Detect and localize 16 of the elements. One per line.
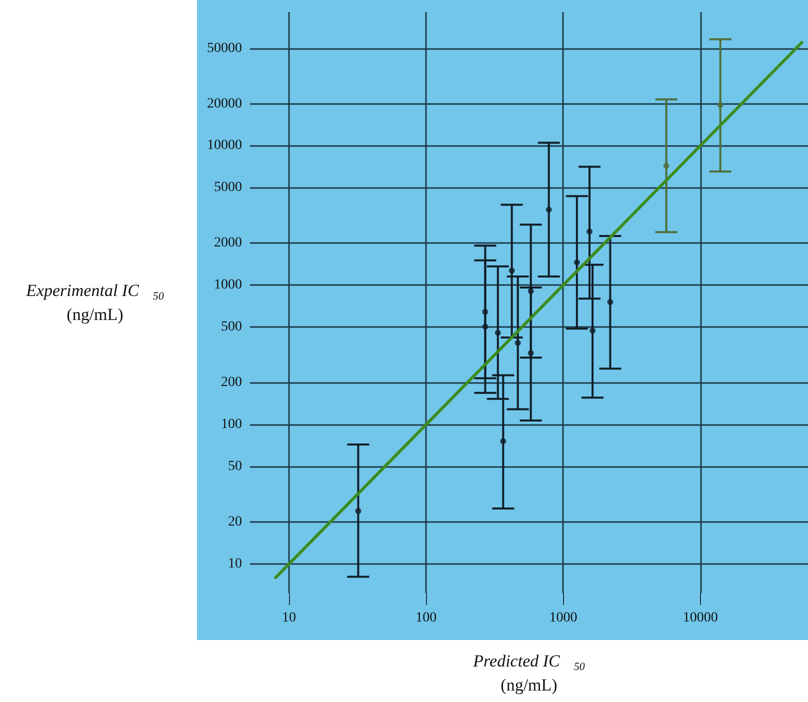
y-tick-label: 10	[228, 556, 242, 572]
y-tick-label: 20	[228, 514, 242, 530]
y-tick-label: 1000	[214, 278, 242, 293]
y-tick-label: 500	[221, 320, 242, 335]
y-tick-label: 10000	[207, 138, 242, 154]
x-tick-label: 1000	[549, 610, 578, 626]
y-tick-label: 20000	[207, 96, 242, 112]
y-tick-label: 5000	[214, 180, 242, 196]
x-tick-label: 10	[282, 610, 296, 626]
x-tick-label: 10000	[682, 610, 718, 626]
y-tick-label: 100	[221, 417, 242, 432]
x-tick-label: 100	[416, 610, 437, 626]
y-tick-label: 200	[221, 375, 242, 390]
y-tick-label: 50000	[207, 40, 242, 56]
y-tick-label: 2000	[214, 236, 242, 251]
y-tick-label: 50	[228, 459, 242, 474]
